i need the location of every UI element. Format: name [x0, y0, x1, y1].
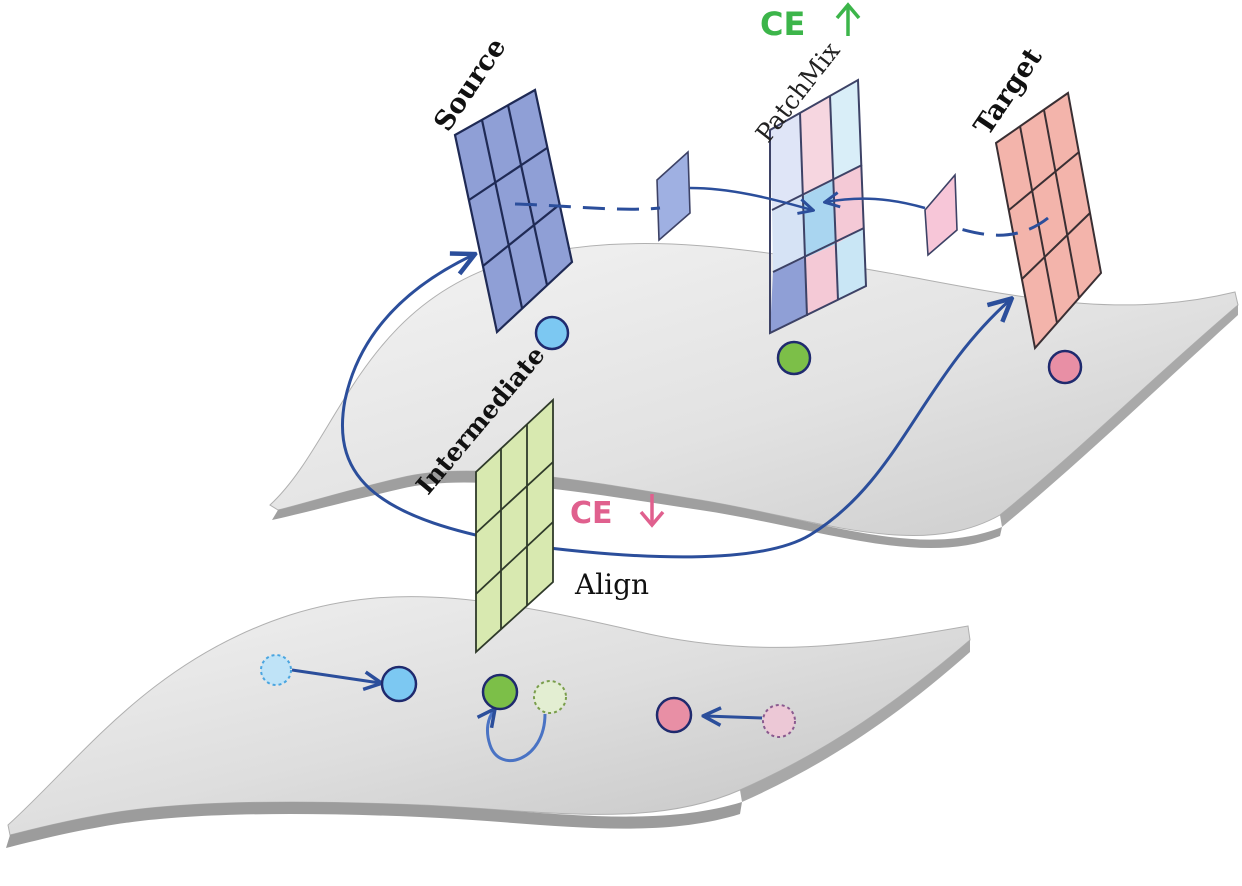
source-grid [453, 88, 574, 335]
target-patch [924, 172, 958, 257]
arrow-to-source [340, 255, 526, 547]
mixed-feature-dot [776, 340, 812, 376]
ce-decrease-indicator: CE [570, 494, 665, 531]
source-feature-dot [534, 315, 570, 351]
source-dot-before [260, 654, 292, 686]
alignment-loop-arrows [340, 255, 1010, 559]
arrow-down-icon [639, 494, 665, 528]
intermediate-dot-after [481, 673, 519, 711]
ce-increase-indicator: CE [760, 2, 861, 43]
patch-extraction-arrows [514, 186, 1049, 237]
lower-surface-dots [260, 654, 796, 763]
align-label: Align [574, 568, 649, 601]
target-grid [994, 91, 1103, 351]
arrow-to-target [524, 300, 1010, 559]
target-feature-dot [1047, 349, 1083, 385]
source-dot-after [380, 665, 418, 703]
upper-surface-dots [534, 315, 1083, 385]
target-dot-after [655, 696, 693, 734]
ce-down-label: CE [570, 496, 613, 531]
target-dot-before [762, 704, 796, 738]
source-patch [656, 150, 691, 242]
arrow-up-icon [835, 2, 861, 36]
intermediate-dot-before [533, 680, 567, 714]
intermediate-grid [475, 397, 554, 655]
ce-up-label: CE [760, 5, 805, 43]
